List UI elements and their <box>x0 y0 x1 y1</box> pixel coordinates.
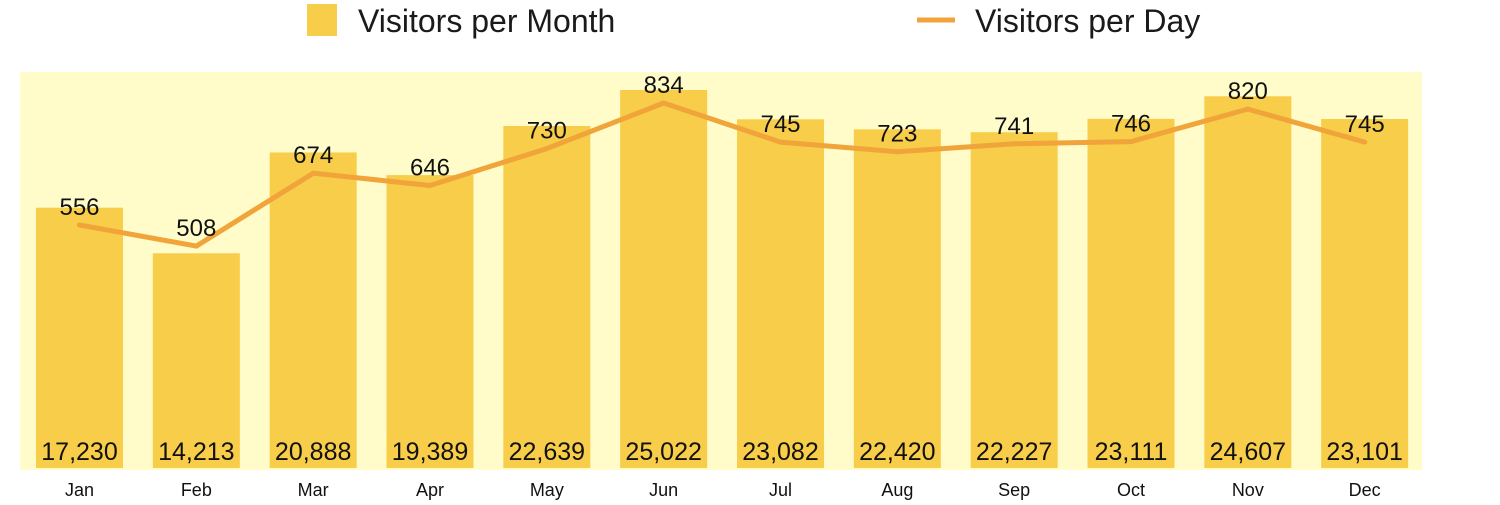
x-tick-label-apr: Apr <box>416 480 444 500</box>
line-point-jun <box>661 100 667 106</box>
x-axis: Jan Feb Mar Apr May Jun Jul Aug Sep Oct Nov Dec <box>65 480 1381 500</box>
line-point-sep <box>1011 141 1017 147</box>
bar-value-label-aug: 22,420 <box>859 438 935 466</box>
bar-value-label-dec: 23,101 <box>1326 438 1402 466</box>
bar-aug <box>853 129 941 468</box>
x-tick-label-jan: Jan <box>65 480 94 500</box>
bar-feb <box>152 253 240 468</box>
bar-value-label-jan: 17,230 <box>41 438 117 466</box>
line-point-may <box>544 146 550 152</box>
bar-oct <box>1087 118 1175 469</box>
bar-value-label-sep: 22,227 <box>976 438 1052 466</box>
bar-mar <box>269 152 357 469</box>
bar-value-label-oct: 23,111 <box>1095 438 1168 466</box>
line-value-label-nov: 820 <box>1228 78 1268 105</box>
line-value-label-apr: 646 <box>410 155 450 182</box>
line-value-label-may: 730 <box>527 118 567 145</box>
bar-series-visitors-per-month <box>36 90 1409 469</box>
line-point-dec <box>1362 139 1368 145</box>
line-value-label-mar: 674 <box>293 142 333 169</box>
bar-value-label-nov: 24,607 <box>1210 438 1286 466</box>
bar-sep <box>970 132 1058 468</box>
line-value-label-jun: 834 <box>644 72 684 99</box>
x-tick-label-mar: Mar <box>298 480 329 500</box>
line-value-label-feb: 508 <box>176 215 216 242</box>
bar-value-label-mar: 20,888 <box>275 438 351 466</box>
legend: Visitors per Month Visitors per Day <box>307 3 1200 39</box>
line-value-label-dec: 745 <box>1345 111 1385 138</box>
line-value-label-aug: 723 <box>877 121 917 148</box>
x-tick-label-sep: Sep <box>998 480 1030 500</box>
legend-label-visitors-per-month: Visitors per Month <box>358 3 615 39</box>
line-point-apr <box>427 183 433 189</box>
x-tick-label-oct: Oct <box>1117 480 1145 500</box>
bar-jul <box>737 119 824 468</box>
x-tick-label-feb: Feb <box>181 480 212 500</box>
bar-value-label-jul: 23,082 <box>742 438 818 466</box>
x-tick-label-jun: Jun <box>649 480 678 500</box>
line-value-labels: 556 508 674 646 730 834 745 723 741 746 820 745 <box>59 72 1385 249</box>
bar-apr <box>386 175 474 468</box>
line-point-jul <box>778 139 783 145</box>
line-point-nov <box>1245 106 1251 112</box>
plot-background <box>20 72 1422 470</box>
bar-may <box>503 125 591 469</box>
line-value-label-jul: 745 <box>760 111 800 138</box>
x-tick-label-nov: Nov <box>1232 480 1264 500</box>
bar-dec <box>1321 119 1409 468</box>
line-point-aug <box>894 149 900 155</box>
bar-value-labels: 17,230 14,213 20,888 19,389 22,639 25,022 23,0… <box>41 438 1403 466</box>
legend-bar-swatch <box>307 4 337 36</box>
bar-nov <box>1204 96 1292 468</box>
x-tick-label-may: May <box>530 480 564 500</box>
x-tick-label-dec: Dec <box>1349 480 1381 500</box>
line-point-oct <box>1128 139 1134 145</box>
bar-jan <box>36 207 123 468</box>
line-point-mar <box>310 170 316 176</box>
bar-value-label-apr: 19,389 <box>392 438 468 466</box>
bar-value-label-may: 22,639 <box>509 438 585 466</box>
legend-label-visitors-per-day: Visitors per Day <box>975 3 1200 39</box>
bar-value-label-feb: 14,213 <box>158 438 234 466</box>
x-tick-label-jul: Jul <box>769 480 792 500</box>
line-series-visitors-per-day <box>77 100 1368 249</box>
line-value-label-oct: 746 <box>1111 111 1151 138</box>
line-point-feb <box>193 243 199 249</box>
line-point-jan <box>77 222 82 228</box>
bar-jun <box>620 90 708 468</box>
x-tick-label-aug: Aug <box>881 480 913 500</box>
line-value-label-jan: 556 <box>59 194 99 221</box>
bar-value-label-jun: 25,022 <box>625 438 701 466</box>
line-value-label-sep: 741 <box>994 113 1034 140</box>
